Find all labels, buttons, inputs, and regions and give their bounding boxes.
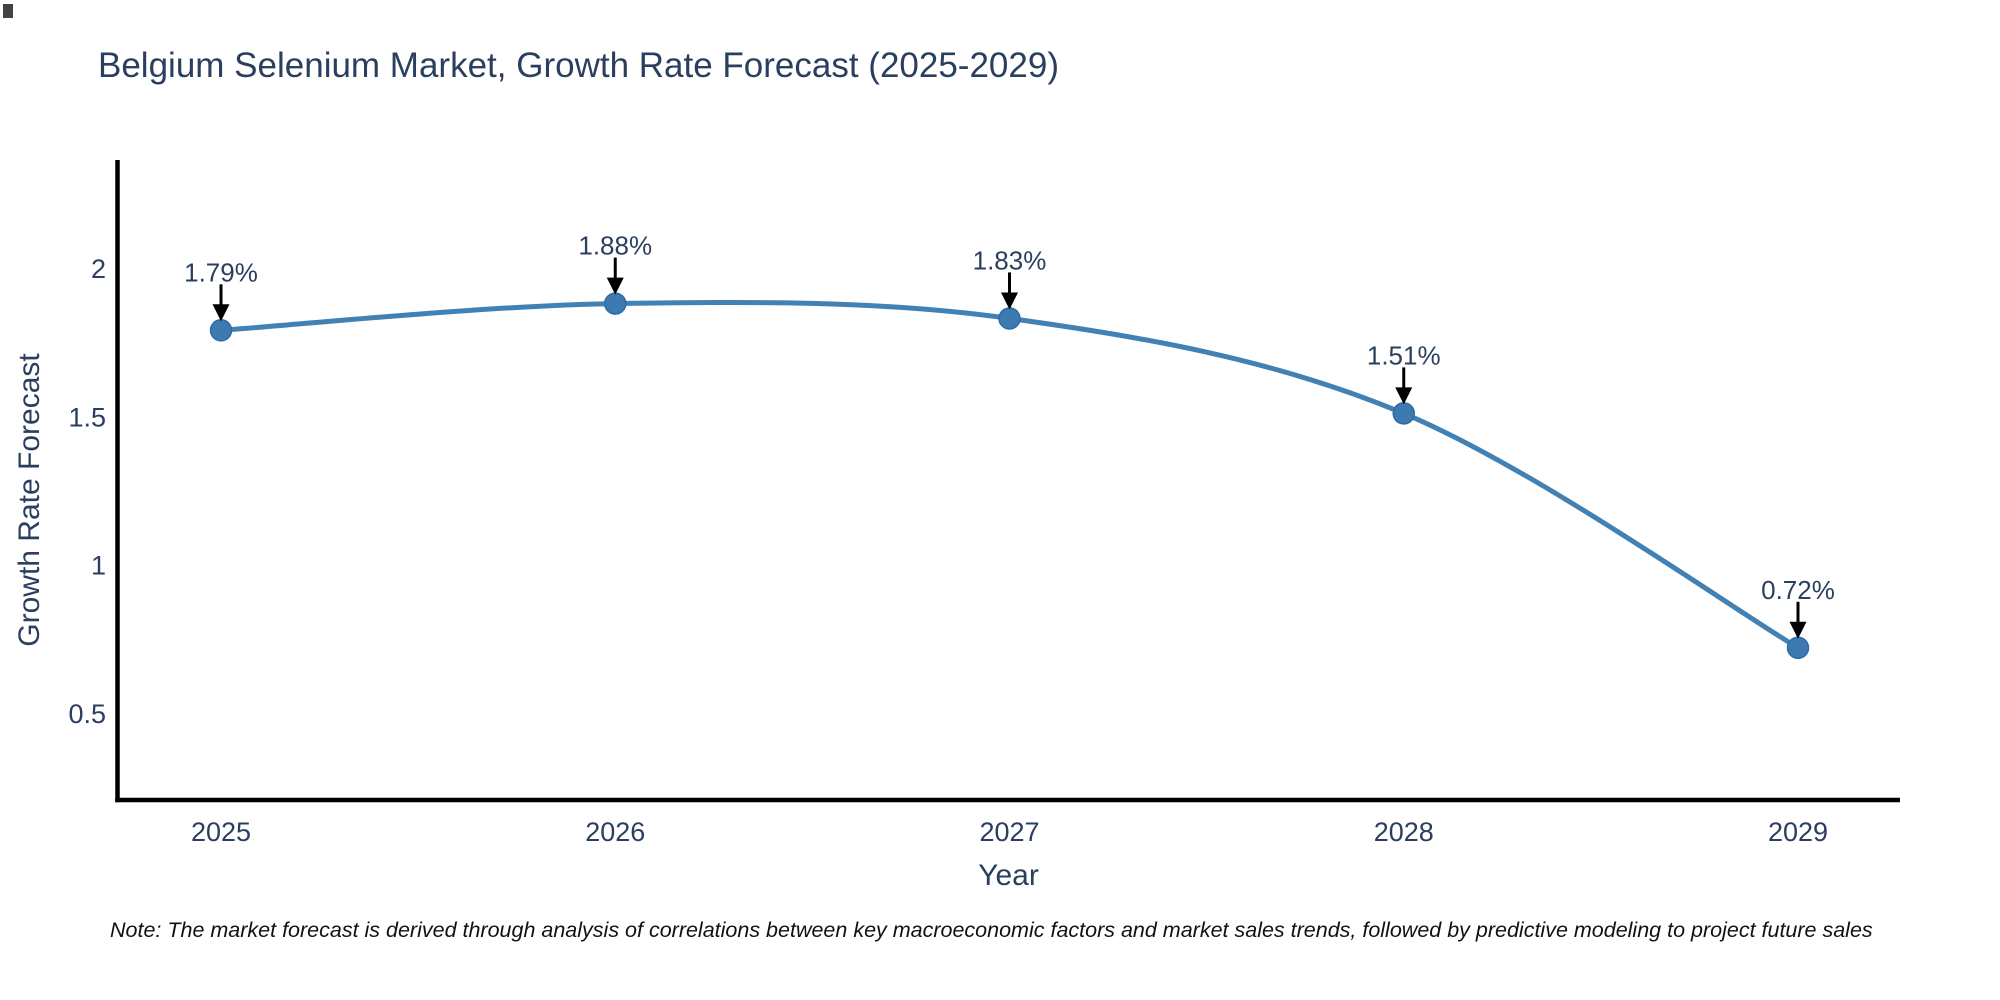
y-tick-label: 0.5 [68, 699, 106, 729]
y-axis-title: Growth Rate Forecast [13, 353, 46, 647]
data-point-2025[interactable] [209, 319, 233, 342]
point-value-label: 1.79% [184, 257, 258, 287]
annotation-arrow-head [1001, 292, 1018, 310]
x-tick-label: 2026 [585, 817, 645, 847]
data-point-2029[interactable] [1786, 636, 1810, 660]
annotation-arrow-head [212, 304, 230, 322]
x-tick-label: 2028 [1374, 817, 1434, 847]
data-point-2026[interactable] [604, 292, 627, 315]
point-value-label: 1.88% [578, 231, 652, 261]
corner-artifact [3, 4, 13, 18]
x-axis-title: Year [978, 859, 1039, 892]
y-tick-label: 2 [91, 254, 106, 284]
x-tick-label: 2025 [191, 817, 251, 847]
point-value-label: 1.83% [973, 245, 1047, 275]
annotation-arrow-head [1395, 387, 1413, 405]
data-point-2027[interactable] [998, 307, 1021, 330]
footnote: Note: The market forecast is derived thr… [110, 918, 1873, 942]
data-point-2028[interactable] [1392, 402, 1415, 425]
point-value-label: 0.72% [1761, 575, 1835, 605]
y-tick-label: 1.5 [68, 402, 106, 432]
annotation-arrow-head [606, 277, 624, 295]
annotation-arrow-head [1789, 621, 1807, 639]
point-value-label: 1.51% [1367, 340, 1441, 370]
trend-line [218, 299, 1801, 651]
chart-title: Belgium Selenium Market, Growth Rate For… [98, 46, 1059, 85]
y-tick-label: 1 [91, 551, 106, 581]
x-tick-label: 2027 [979, 817, 1039, 847]
x-tick-label: 2029 [1768, 817, 1828, 847]
